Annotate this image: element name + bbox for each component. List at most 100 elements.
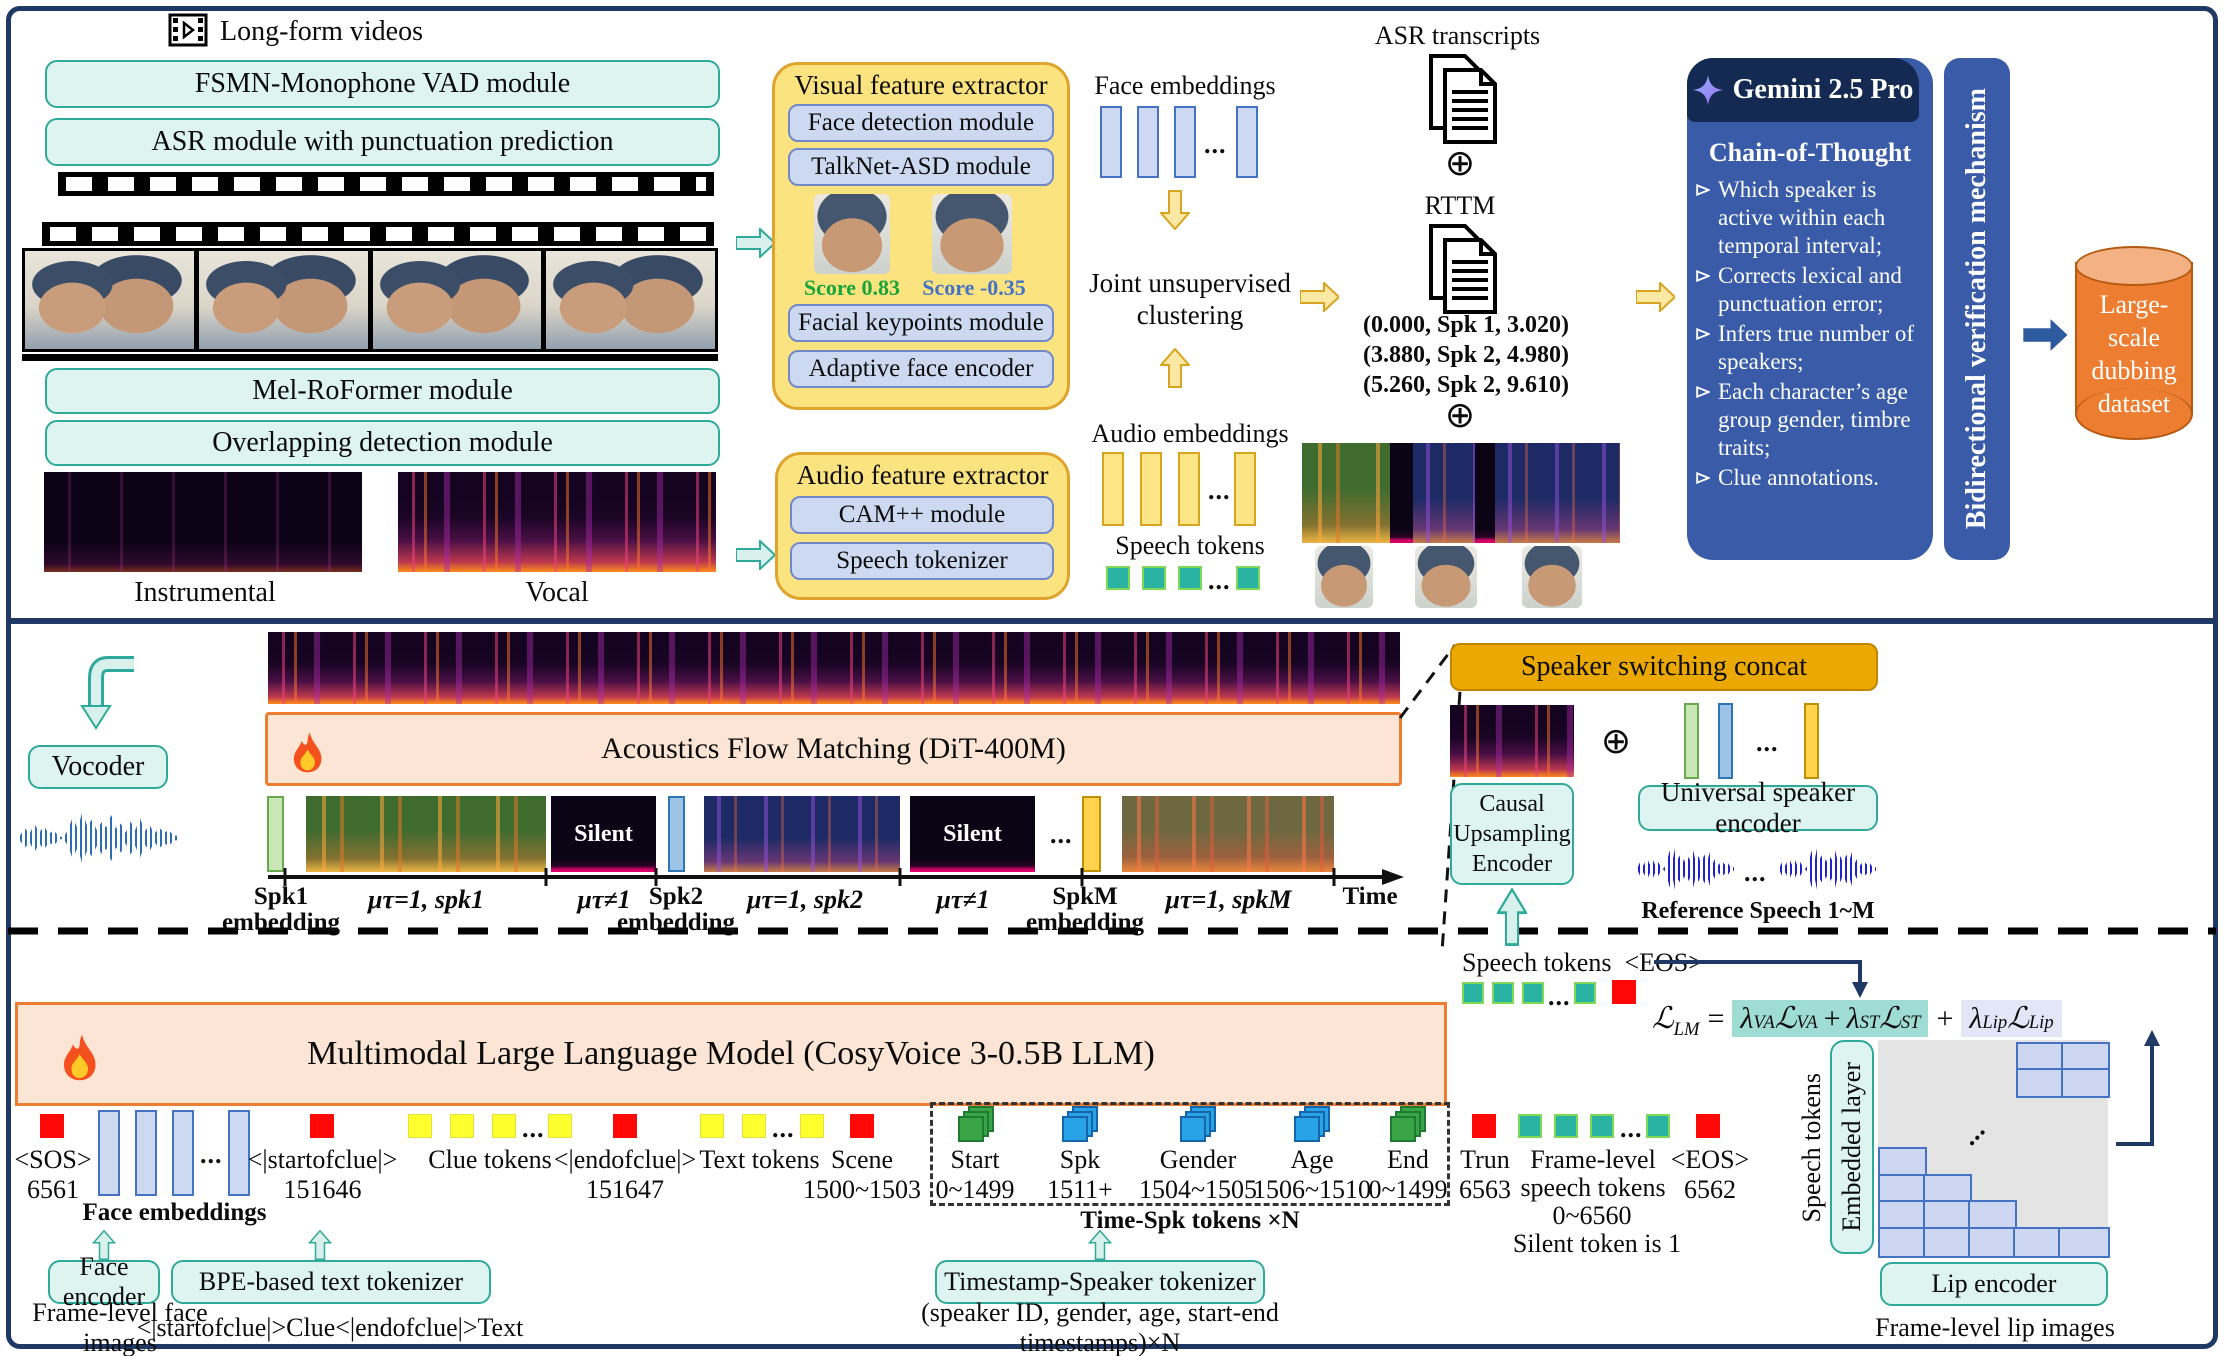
- adaptive-face-encoder: Adaptive face encoder: [788, 350, 1054, 388]
- eos-token: [1696, 1114, 1720, 1138]
- silent-segment: Silent: [551, 796, 656, 872]
- right-arrow-icon: [736, 540, 775, 570]
- matrix-to-loss-arrow: [2116, 1030, 2160, 1146]
- face-embedding-bar: [1100, 106, 1122, 178]
- vocal-spectrogram: [398, 472, 716, 572]
- face-embedding-bar: [1236, 106, 1258, 178]
- up-arrow-icon: [1088, 1230, 1112, 1260]
- instrumental-label: Instrumental: [134, 577, 276, 608]
- causal-upsampling-encoder-box: Causal Upsampling Encoder: [1450, 783, 1574, 885]
- video-frame: [546, 251, 715, 349]
- afm-box: Acoustics Flow Matching (DiT-400M): [265, 712, 1402, 786]
- sos-id: 6561: [27, 1175, 79, 1204]
- ellipsis: ...: [1050, 820, 1073, 849]
- ellipsis: ...: [1620, 1114, 1643, 1143]
- facial-keypoints-module: Facial keypoints module: [788, 304, 1054, 342]
- diarized-spectrogram: [1302, 443, 1620, 543]
- video-frame: [372, 251, 542, 349]
- endofclue-token: [613, 1114, 637, 1138]
- frame-speech-token: [1590, 1114, 1614, 1138]
- oplus-symbol: ⊕: [1444, 395, 1476, 436]
- vocoder-box: Vocoder: [28, 745, 168, 789]
- asd-face-inactive: [932, 194, 1012, 274]
- mel-module-box: Mel-RoFormer module: [45, 368, 720, 414]
- mu-spk2-label: μ τ=1, spk2: [747, 885, 863, 914]
- trun-label: Trun: [1460, 1145, 1510, 1174]
- oplus-symbol: ⊕: [1600, 721, 1632, 762]
- matrix-cell: [2016, 1042, 2065, 1072]
- right-arrow-icon: [1300, 282, 1339, 312]
- mu-ne1-label: μ τ≠1: [577, 885, 631, 914]
- ellipsis: ...: [200, 1140, 223, 1169]
- speaker-embedding-bar: [1684, 703, 1699, 779]
- llm-box: Multimodal Large Language Model (CosyVoi…: [15, 1002, 1447, 1106]
- ellipsis: ...: [1548, 982, 1571, 1011]
- rttm-line: (5.260, Spk 2, 9.610): [1363, 372, 1570, 398]
- clue-token: [450, 1114, 474, 1138]
- filmstrip-row-2: [42, 222, 714, 246]
- spk-label: Spk: [1059, 1145, 1101, 1174]
- spk-id: 1511+: [1047, 1175, 1113, 1204]
- videos-label: Long-form videos: [220, 16, 423, 47]
- face-embeddings-label: Face embeddings: [1094, 71, 1276, 100]
- clue-tokens-label: Clue tokens: [428, 1145, 552, 1174]
- face-embeddings-label: Face embeddings: [82, 1199, 267, 1226]
- talknet-asd-module: TalkNet-ASD module: [788, 148, 1054, 186]
- lip-encoder-box: Lip encoder: [1880, 1262, 2108, 1306]
- mu-spk1-label: μ τ=1, spk1: [368, 885, 484, 914]
- time-axis: [268, 868, 1404, 886]
- mu-spk2-spectrogram: [704, 796, 900, 872]
- gemini-bullets: Which speaker is active within each temp…: [1696, 176, 1928, 492]
- face-embedding-bar: [135, 1110, 157, 1196]
- concat-spectrogram: [1450, 705, 1574, 777]
- campp-module: CAM++ module: [790, 496, 1054, 534]
- gender-token-stack: [1180, 1106, 1216, 1142]
- scene-id: 1500~1503: [802, 1175, 922, 1204]
- clustering-label-line1: Joint unsupervised: [1089, 267, 1291, 298]
- oplus-symbol: ⊕: [1444, 143, 1476, 184]
- mu-spk1-spectrogram: [306, 796, 546, 872]
- matrix-cell: [1878, 1227, 1927, 1258]
- startofclue-id: 151646: [283, 1175, 362, 1204]
- spk1-embedding-bar: [267, 796, 284, 872]
- speech-token: [1574, 982, 1596, 1004]
- clue-token: [492, 1114, 516, 1138]
- vocal-label: Vocal: [525, 577, 589, 608]
- embedded-layer-box: Embedded layer: [1830, 1040, 1874, 1254]
- matrix-cell: [2061, 1068, 2110, 1098]
- bullet-arrow-icon: [1696, 472, 1710, 484]
- clue-token: [408, 1114, 432, 1138]
- sos-token: [40, 1114, 64, 1138]
- spectrogram-segment: [1413, 443, 1475, 543]
- start-token-stack: [958, 1106, 994, 1142]
- age-token-stack: [1294, 1106, 1330, 1142]
- ellipsis: ...: [1744, 858, 1767, 887]
- right-arrow-icon: [736, 228, 775, 258]
- clustering-label-line2: clustering: [1136, 299, 1244, 330]
- visual-extractor-title: Visual feature extractor: [794, 69, 1048, 100]
- bullet-arrow-icon: [1696, 328, 1710, 340]
- instrumental-spectrogram: [44, 472, 362, 572]
- face-embedding-bar: [228, 1110, 250, 1196]
- afm-title: Acoustics Flow Matching (DiT-400M): [601, 732, 1066, 765]
- endofclue-id: 151647: [586, 1175, 664, 1204]
- overlap-module-box: Overlapping detection module: [45, 420, 720, 466]
- start-label: Start: [950, 1145, 1000, 1174]
- va-st-loss-term: λ VA ℒ VA + λ ST ℒ ST: [1732, 1000, 1929, 1037]
- rttm-label: RTTM: [1424, 191, 1496, 220]
- frame-lip-images-label: Frame-level lip images: [1875, 1313, 2115, 1342]
- ellipsis: ...: [1208, 476, 1231, 505]
- speech-tokenizer-module: Speech tokenizer: [790, 542, 1054, 580]
- eos-token: [1612, 980, 1636, 1004]
- frame-speech-label-line1: Frame-level: [1530, 1145, 1656, 1174]
- filmstrip-frames: [22, 248, 718, 352]
- bpe-tokenizer-box: BPE-based text tokenizer: [171, 1260, 491, 1304]
- gemini-cot-label: Chain-of-Thought: [1708, 138, 1912, 167]
- ellipsis: ...: [772, 1114, 795, 1143]
- spectrogram-segment: [1495, 443, 1620, 543]
- endofclue-label: <|endofclue|>: [553, 1145, 697, 1174]
- section-divider-solid: [6, 618, 2218, 624]
- outer-frame: [6, 6, 2218, 1349]
- speech-token: [1142, 566, 1166, 590]
